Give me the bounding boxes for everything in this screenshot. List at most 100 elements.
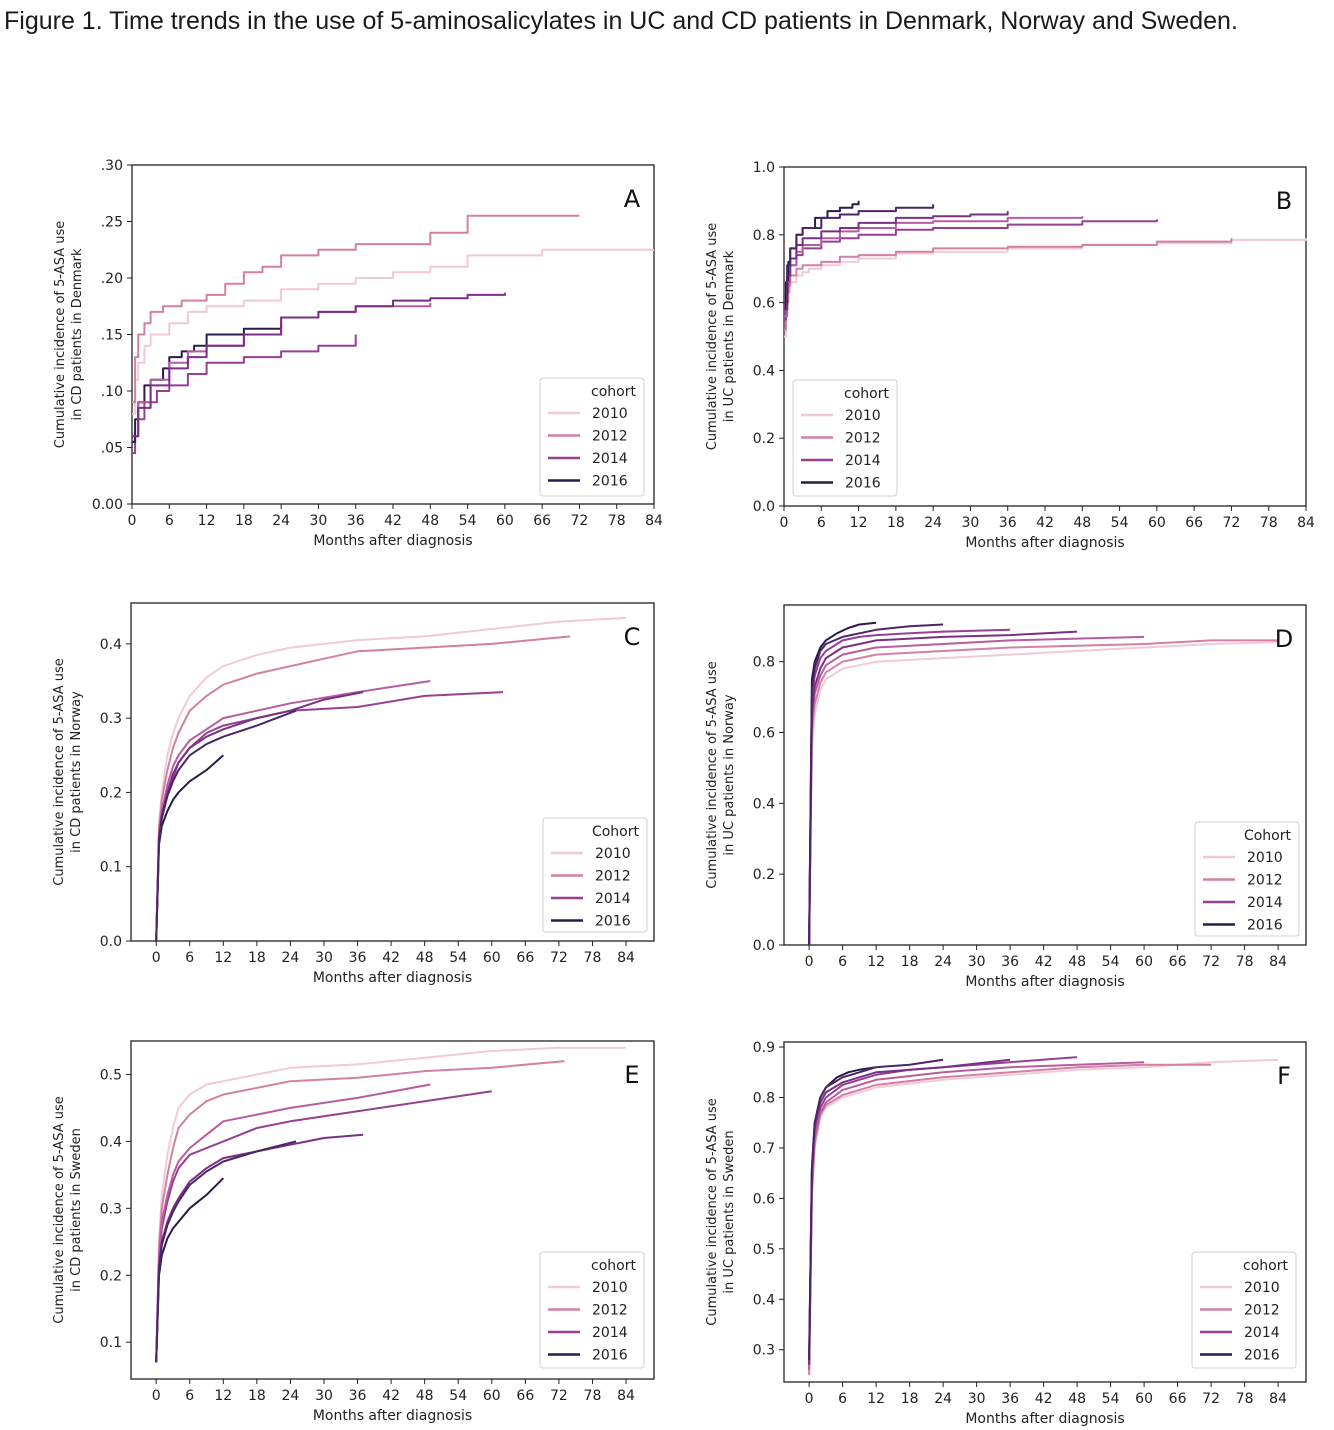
- series-line-2012: [784, 238, 1233, 331]
- x-tick-label: 12: [198, 513, 216, 529]
- x-axis-label: Months after diagnosis: [965, 1411, 1124, 1427]
- legend-label-2016: 2016: [845, 476, 881, 492]
- x-tick-label: 84: [617, 950, 635, 966]
- panel-letter: E: [624, 1061, 639, 1089]
- y-tick-label: 0.3: [100, 711, 122, 727]
- y-axis-label-line: in UC patients in Denmark: [722, 250, 737, 422]
- x-tick-label: 78: [1236, 954, 1254, 970]
- x-tick-label: 84: [1269, 1391, 1287, 1407]
- y-axis-label-line: Cumulative incidence of 5-ASA use: [705, 223, 720, 450]
- y-axis-label: Cumulative incidence of 5-ASA use in UC p…: [705, 1098, 737, 1325]
- legend-label-2014: 2014: [592, 1325, 628, 1341]
- y-tick-label: 0.5: [753, 1242, 775, 1258]
- x-tick-label: 30: [310, 513, 328, 529]
- chart-panel-c: 0 6 12 18 24 30 36 42 48 54 60 66 72 78 84 0.0 0.1 0.2 0.3…: [52, 602, 655, 986]
- y-axis-label-line: Cumulative incidence of 5-ASA use: [52, 658, 67, 885]
- x-tick-label: 30: [962, 515, 980, 531]
- x-axis-label: Months after diagnosis: [965, 974, 1124, 990]
- y-tick-label: 0.4: [753, 363, 775, 379]
- y-tick-label: 0.8: [753, 1090, 775, 1106]
- x-tick-label: 12: [850, 515, 868, 531]
- legend-title: Cohort: [592, 824, 640, 840]
- y-tick-label: 0.2: [753, 431, 775, 447]
- x-tick-label: 42: [382, 1388, 400, 1404]
- legend: cohort 2010 2012 2014 2016: [1191, 1251, 1297, 1369]
- x-tick-label: 60: [1135, 1391, 1153, 1407]
- series-line-2012: [132, 214, 580, 404]
- legend-title: cohort: [591, 384, 636, 400]
- series-line: [808, 630, 1078, 946]
- y-tick-label: 0.8: [753, 228, 775, 244]
- y-tick-label: 0.6: [753, 726, 775, 742]
- series-line: [155, 709, 297, 942]
- x-tick-label: 18: [901, 954, 919, 970]
- legend-label-2016: 2016: [592, 1348, 628, 1364]
- legend: Cohort 2010 2012 2014 2016: [1194, 821, 1300, 937]
- y-axis-label-line: Cumulative incidence of 5-ASA use: [52, 1096, 67, 1323]
- y-tick-label: 0.4: [100, 637, 122, 653]
- x-tick-label: 30: [315, 1388, 333, 1404]
- x-axis-label: Months after diagnosis: [965, 535, 1124, 551]
- y-tick-label: 0.5: [100, 1067, 122, 1083]
- x-tick-label: 54: [1102, 1391, 1120, 1407]
- x-tick-label: 18: [887, 515, 905, 531]
- series-line-2012: [155, 635, 571, 942]
- x-tick-label: 48: [1073, 515, 1091, 531]
- x-tick-label: 84: [645, 513, 663, 529]
- series-line-2014: [155, 1090, 492, 1363]
- x-tick-label: 66: [533, 513, 551, 529]
- x-tick-label: 66: [1169, 1391, 1187, 1407]
- x-tick-label: 54: [449, 950, 467, 966]
- y-axis-label-line: in CD patients in Norway: [69, 691, 84, 853]
- y-tick-label: 0.1: [100, 1335, 122, 1351]
- y-tick-label: 0.00: [92, 497, 123, 513]
- x-tick-label: 12: [867, 954, 885, 970]
- x-tick-label: 48: [421, 513, 439, 529]
- x-tick-label: 72: [571, 513, 589, 529]
- figure-caption: Figure 1. Time trends in the use of 5-am…: [4, 7, 1238, 35]
- chart-panel-f: 0 6 12 18 24 30 36 42 48 54 60 66 72 78 84 0.3 0.4 0.5 0.6…: [705, 1040, 1307, 1427]
- x-tick-label: 36: [999, 515, 1017, 531]
- x-tick-label: 36: [349, 950, 367, 966]
- y-axis-label-line: Cumulative incidence of 5-ASA use: [705, 1098, 720, 1325]
- y-axis-label-line: in UC patients in Norway: [722, 694, 737, 855]
- legend-label-2012: 2012: [592, 429, 628, 445]
- x-tick-label: 0: [152, 1388, 161, 1404]
- x-tick-label: 48: [1068, 954, 1086, 970]
- y-tick-label: 0.2: [100, 785, 122, 801]
- x-tick-label: 24: [282, 1388, 300, 1404]
- legend-title: cohort: [844, 386, 889, 402]
- y-axis-label-line: Cumulative incidence of 5-ASA use: [705, 661, 720, 888]
- x-tick-label: 12: [867, 1391, 885, 1407]
- y-tick-label: .15: [101, 328, 123, 344]
- x-tick-label: 84: [1297, 515, 1315, 531]
- legend-label-2014: 2014: [845, 453, 881, 469]
- y-tick-label: 1.0: [753, 160, 775, 176]
- x-tick-label: 18: [248, 950, 266, 966]
- x-tick-label: 60: [1148, 515, 1166, 531]
- legend-box: [1191, 1251, 1297, 1369]
- series-line: [808, 1058, 944, 1360]
- legend-label-2012: 2012: [595, 869, 631, 885]
- x-tick-label: 36: [347, 513, 365, 529]
- x-tick-label: 12: [214, 950, 232, 966]
- legend-box: [539, 1251, 645, 1369]
- y-tick-label: .25: [101, 215, 123, 231]
- y-tick-label: 0.7: [753, 1141, 775, 1157]
- y-axis-label: Cumulative incidence of 5-ASA use in CD p…: [52, 1096, 84, 1323]
- series-line-2010: [155, 616, 627, 942]
- x-tick-label: 54: [449, 1388, 467, 1404]
- panel-letter: D: [1275, 625, 1293, 653]
- legend-label-2010: 2010: [1247, 850, 1283, 866]
- x-tick-label: 18: [235, 513, 253, 529]
- legend-label-2010: 2010: [592, 1280, 628, 1296]
- series-line-2010: [155, 1046, 626, 1363]
- legend-label-2012: 2012: [845, 431, 881, 447]
- x-tick-label: 24: [934, 954, 952, 970]
- y-tick-label: 0.4: [753, 1292, 775, 1308]
- y-axis-label: Cumulative incidence of 5-ASA use in UC p…: [705, 661, 737, 888]
- panel-letter: A: [624, 185, 641, 213]
- legend-box: [792, 379, 898, 497]
- x-axis-label: Months after diagnosis: [313, 970, 472, 986]
- legend-label-2010: 2010: [595, 846, 631, 862]
